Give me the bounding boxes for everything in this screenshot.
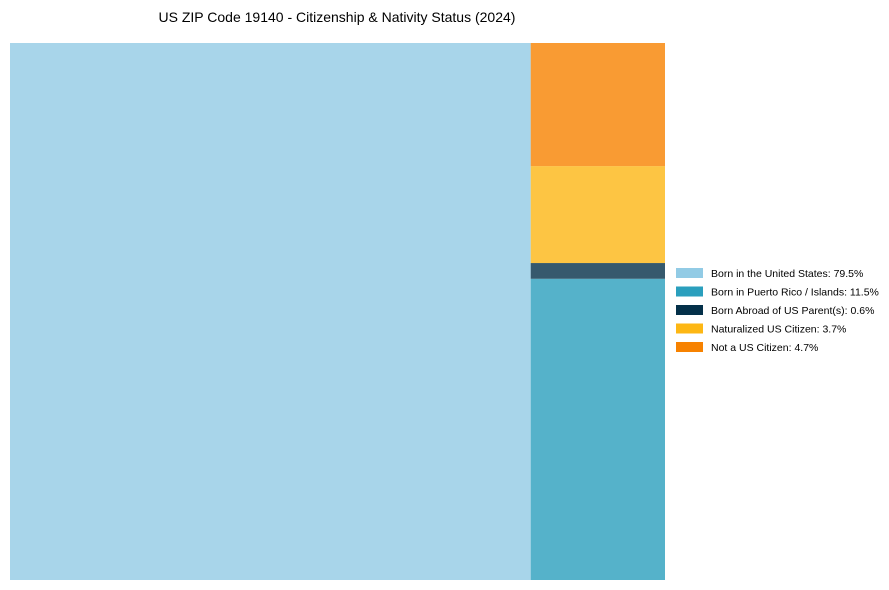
legend-swatch-born-in-puerto-rico-islands — [676, 286, 703, 297]
legend: Born in the United States: 79.5% Born in … — [676, 268, 879, 354]
legend-swatch-naturalized-us-citizen — [676, 323, 703, 334]
treemap-tiles — [10, 43, 665, 580]
legend-label-not-a-us-citizen: Not a US Citizen: 4.7% — [711, 342, 818, 354]
tile-born-in-the-united-states — [10, 43, 531, 580]
legend-label-born-in-the-united-states: Born in the United States: 79.5% — [711, 268, 863, 280]
tile-born-abroad-of-us-parent-s — [530, 263, 665, 279]
tile-not-a-us-citizen — [530, 43, 665, 167]
legend-label-naturalized-us-citizen: Naturalized US Citizen: 3.7% — [711, 324, 846, 336]
legend-label-born-abroad-of-us-parent-s: Born Abroad of US Parent(s): 0.6% — [711, 305, 874, 317]
legend-swatch-born-abroad-of-us-parent-s — [676, 305, 703, 315]
tile-naturalized-us-citizen — [530, 166, 665, 264]
chart-title: US ZIP Code 19140 - Citizenship & Nativi… — [159, 9, 516, 25]
legend-swatch-born-in-the-united-states — [676, 268, 703, 278]
legend-label-born-in-puerto-rico-islands: Born in Puerto Rico / Islands: 11.5% — [711, 287, 879, 299]
tile-born-in-puerto-rico-islands — [530, 278, 665, 580]
legend-swatch-not-a-us-citizen — [676, 342, 703, 352]
